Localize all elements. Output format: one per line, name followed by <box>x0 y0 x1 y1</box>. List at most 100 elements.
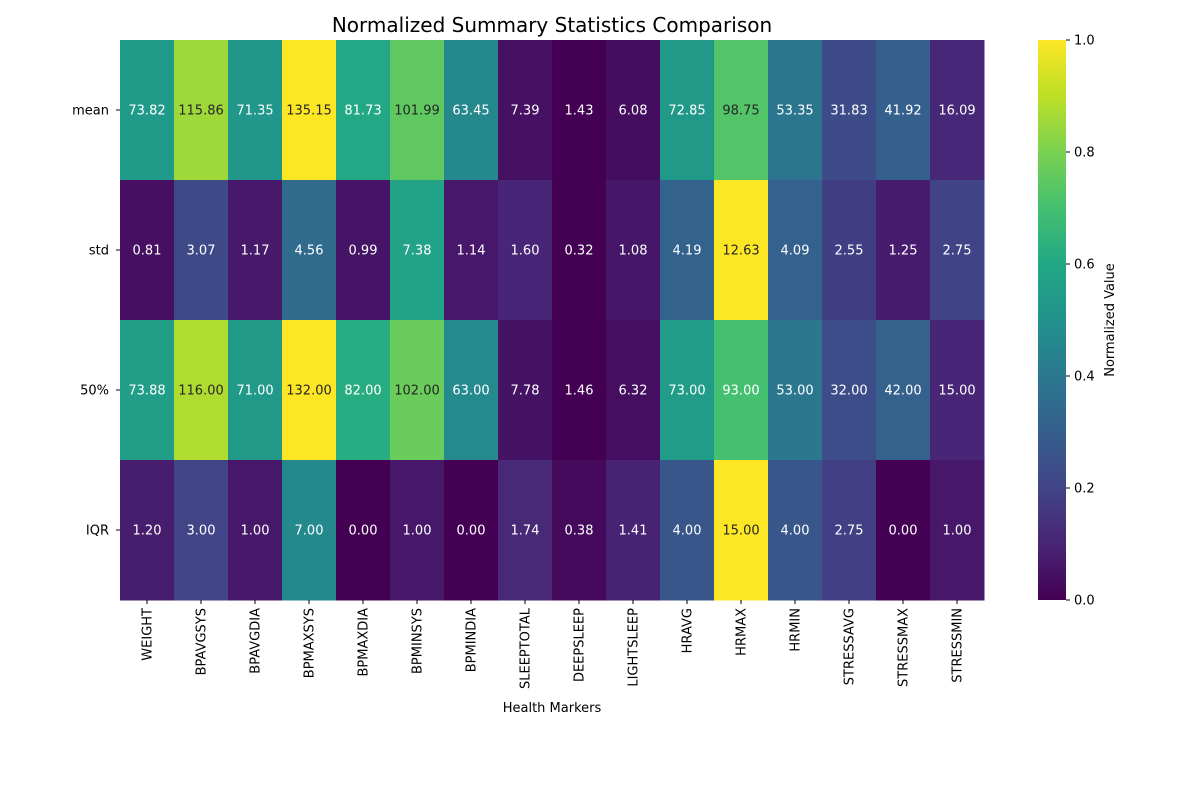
heatmap-cell <box>552 180 607 321</box>
heatmap-cell <box>390 320 445 461</box>
cell-value-label: 1.46 <box>565 384 594 399</box>
heatmap-cell <box>660 180 715 321</box>
x-tick-label: DEEPSLEEP <box>573 608 588 682</box>
cell-value-label: 73.00 <box>668 384 705 399</box>
x-tick-label: BPAVGSYS <box>195 608 210 675</box>
y-tick-label: 50% <box>80 384 109 399</box>
cell-value-label: 15.00 <box>722 524 759 539</box>
y-axis: mean std 50% IQR <box>72 104 120 539</box>
cell-value-label: 1.14 <box>457 244 486 259</box>
heatmap-cell <box>606 320 661 461</box>
x-tick-label: SLEEPTOTAL <box>519 607 534 689</box>
cell-value-label: 16.09 <box>938 104 975 119</box>
colorbar-tick-label: 1.0 <box>1074 34 1095 49</box>
chart-title: Normalized Summary Statistics Comparison <box>332 13 772 37</box>
x-tick-label: HRMAX <box>735 608 750 656</box>
heatmap-cell <box>930 40 985 181</box>
heatmap-cell <box>660 460 715 601</box>
heatmap-cell <box>120 40 175 181</box>
cell-value-label: 53.00 <box>776 384 813 399</box>
heatmap-cell <box>444 320 499 461</box>
heatmap-cell <box>336 180 391 321</box>
colorbar-tick-label: 0.6 <box>1074 258 1095 273</box>
cell-value-label: 2.75 <box>943 244 972 259</box>
colorbar-label: Normalized Value <box>1103 263 1118 377</box>
heatmap-cell <box>606 460 661 601</box>
cell-value-label: 0.00 <box>349 524 378 539</box>
cell-value-label: 4.00 <box>781 524 810 539</box>
x-tick-label: BPMAXSYS <box>303 608 318 678</box>
cell-value-label: 7.78 <box>511 384 540 399</box>
heatmap-cell <box>336 460 391 601</box>
cell-value-label: 1.08 <box>619 244 648 259</box>
cell-value-label: 0.00 <box>457 524 486 539</box>
cell-value-label: 4.09 <box>781 244 810 259</box>
heatmap-cell <box>876 320 931 461</box>
x-tick-label: BPAVGDIA <box>249 608 264 674</box>
heatmap-cells: 73.82 115.86 71.35 135.15 81.73 101.99 63.45 7.… <box>120 40 985 601</box>
heatmap-cell <box>714 180 769 321</box>
heatmap-cell <box>498 460 553 601</box>
heatmap-cell <box>822 460 877 601</box>
cell-value-label: 102.00 <box>394 384 440 399</box>
heatmap-cell <box>876 40 931 181</box>
x-tick-label: LIGHTSLEEP <box>627 608 642 687</box>
cell-value-label: 0.81 <box>133 244 162 259</box>
heatmap-cell <box>282 460 337 601</box>
heatmap-cell <box>390 460 445 601</box>
cell-value-label: 81.73 <box>344 104 381 119</box>
x-tick-label: WEIGHT <box>141 608 156 661</box>
cell-value-label: 3.07 <box>187 244 216 259</box>
heatmap-cell <box>498 320 553 461</box>
cell-value-label: 1.41 <box>619 524 648 539</box>
cell-value-label: 1.25 <box>889 244 918 259</box>
x-tick-label: STRESSAVG <box>843 608 858 685</box>
cell-value-label: 31.83 <box>830 104 867 119</box>
heatmap-cell <box>714 460 769 601</box>
cell-value-label: 7.39 <box>511 104 540 119</box>
cell-value-label: 93.00 <box>722 384 759 399</box>
x-axis-label: Health Markers <box>503 701 602 716</box>
heatmap-cell <box>498 40 553 181</box>
x-tick-label: BPMINDIA <box>465 608 480 672</box>
cell-value-label: 0.99 <box>349 244 378 259</box>
colorbar-ticks: 0.0 0.2 0.4 0.6 0.8 1.0 <box>1066 34 1095 609</box>
cell-value-label: 32.00 <box>830 384 867 399</box>
heatmap-cell <box>120 460 175 601</box>
x-tick-label: STRESSMIN <box>951 608 966 683</box>
cell-value-label: 0.00 <box>889 524 918 539</box>
heatmap-cell <box>876 180 931 321</box>
heatmap-cell <box>768 460 823 601</box>
heatmap-cell <box>606 180 661 321</box>
heatmap-cell <box>120 320 175 461</box>
heatmap-cell <box>228 180 283 321</box>
cell-value-label: 15.00 <box>938 384 975 399</box>
cell-value-label: 116.00 <box>178 384 224 399</box>
cell-value-label: 41.92 <box>884 104 921 119</box>
x-tick-label: STRESSMAX <box>897 608 912 687</box>
cell-value-label: 73.88 <box>128 384 165 399</box>
heatmap-cell <box>660 320 715 461</box>
heatmap-cell <box>714 320 769 461</box>
cell-value-label: 7.38 <box>403 244 432 259</box>
heatmap-cell <box>444 180 499 321</box>
heatmap-cell <box>336 40 391 181</box>
cell-value-label: 0.38 <box>565 524 594 539</box>
cell-value-label: 2.75 <box>835 524 864 539</box>
cell-value-label: 4.00 <box>673 524 702 539</box>
cell-value-label: 7.00 <box>295 524 324 539</box>
y-tick-label: mean <box>72 104 109 119</box>
y-tick-label: IQR <box>86 524 109 539</box>
heatmap-cell <box>552 40 607 181</box>
cell-value-label: 1.00 <box>943 524 972 539</box>
heatmap-cell <box>120 180 175 321</box>
cell-value-label: 101.99 <box>394 104 440 119</box>
heatmap-cell <box>228 40 283 181</box>
heatmap-cell <box>390 40 445 181</box>
x-tick-label: BPMINSYS <box>411 608 426 674</box>
cell-value-label: 0.32 <box>565 244 594 259</box>
heatmap-cell <box>552 320 607 461</box>
heatmap-cell <box>822 320 877 461</box>
cell-value-label: 71.00 <box>236 384 273 399</box>
heatmap-cell <box>714 40 769 181</box>
